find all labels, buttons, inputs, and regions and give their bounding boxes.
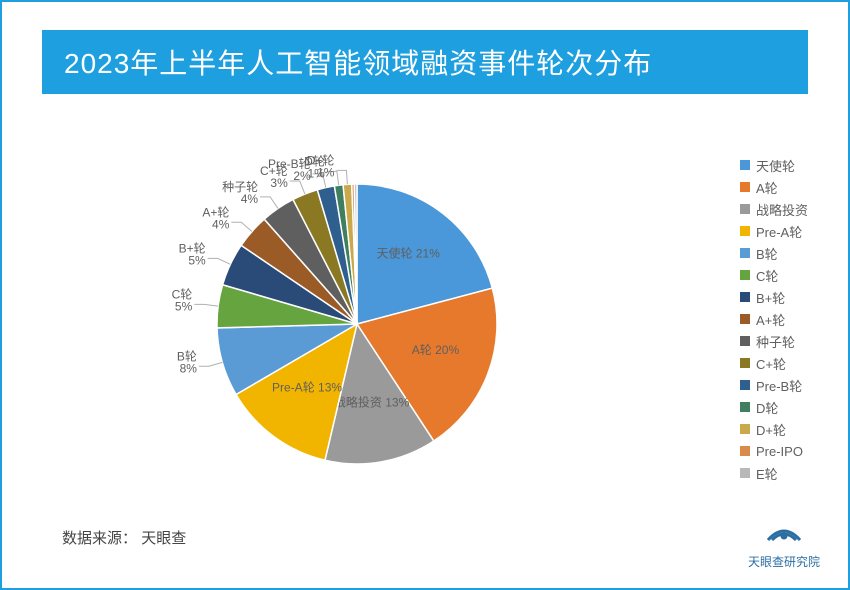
leader-line bbox=[290, 181, 305, 194]
leader-line bbox=[208, 258, 231, 264]
legend-label: 战略投资 bbox=[756, 200, 808, 219]
legend-label: E轮 bbox=[756, 464, 778, 483]
slice-label: B+轮5% bbox=[179, 241, 206, 267]
logo-text: 天眼查研究院 bbox=[748, 553, 820, 570]
leader-line bbox=[260, 197, 278, 209]
slice-label: A轮 20% bbox=[412, 343, 460, 357]
source-label: 数据来源： bbox=[62, 530, 137, 547]
slice-label: 种子轮4% bbox=[222, 180, 258, 206]
legend-item: 种子轮 bbox=[740, 330, 808, 352]
chart-area: 天使轮 21% A轮 20% 战略投资 13%Pre-A轮 13% B轮8% C轮5% B… bbox=[42, 114, 808, 514]
legend-item: C轮 bbox=[740, 264, 808, 286]
legend-swatch bbox=[740, 402, 750, 412]
legend-item: Pre-B轮 bbox=[740, 374, 808, 396]
leader-line bbox=[194, 304, 218, 306]
legend-swatch bbox=[740, 182, 750, 192]
slice-label: A+轮4% bbox=[202, 205, 229, 231]
legend-swatch bbox=[740, 336, 750, 346]
legend-item: Pre-IPO bbox=[740, 440, 808, 462]
legend-item: 战略投资 bbox=[740, 198, 808, 220]
legend-label: Pre-A轮 bbox=[756, 222, 802, 241]
legend: 天使轮 A轮战略投资 Pre-A轮 B轮 C轮 B+轮 A+轮种子轮 C+轮 Pre-B轮 D轮 D… bbox=[740, 154, 808, 484]
legend-label: C轮 bbox=[756, 266, 778, 285]
legend-label: C+轮 bbox=[756, 354, 786, 373]
slice-label: 天使轮 21% bbox=[377, 245, 441, 260]
slice-label: C轮5% bbox=[172, 287, 193, 313]
legend-item: B+轮 bbox=[740, 286, 808, 308]
legend-swatch bbox=[740, 270, 750, 280]
brand-logo: 天眼查研究院 bbox=[748, 518, 820, 570]
legend-item: 天使轮 bbox=[740, 154, 808, 176]
legend-swatch bbox=[740, 160, 750, 170]
legend-label: D+轮 bbox=[756, 420, 786, 439]
legend-label: Pre-B轮 bbox=[756, 376, 802, 395]
legend-swatch bbox=[740, 226, 750, 236]
slice-label: 战略投资 13% bbox=[334, 395, 410, 410]
legend-label: 种子轮 bbox=[756, 332, 795, 351]
leader-line bbox=[231, 222, 252, 231]
legend-item: D轮 bbox=[740, 396, 808, 418]
legend-label: Pre-IPO bbox=[756, 444, 803, 459]
slice-label: Pre-A轮 13% bbox=[272, 381, 342, 395]
chart-title-banner: 2023年上半年人工智能领域融资事件轮次分布 bbox=[42, 30, 808, 94]
legend-swatch bbox=[740, 380, 750, 390]
legend-swatch bbox=[740, 446, 750, 456]
legend-item: A轮 bbox=[740, 176, 808, 198]
leader-line bbox=[199, 362, 222, 366]
legend-item: D+轮 bbox=[740, 418, 808, 440]
legend-item: A+轮 bbox=[740, 308, 808, 330]
legend-swatch bbox=[740, 204, 750, 214]
data-source: 数据来源： 天眼查 bbox=[62, 527, 186, 548]
legend-swatch bbox=[740, 424, 750, 434]
pie-chart: 天使轮 21% A轮 20% 战略投资 13%Pre-A轮 13% B轮8% C轮5% B… bbox=[122, 134, 602, 514]
logo-icon bbox=[764, 518, 804, 546]
legend-label: A+轮 bbox=[756, 310, 785, 329]
legend-swatch bbox=[740, 358, 750, 368]
chart-title: 2023年上半年人工智能领域融资事件轮次分布 bbox=[64, 48, 652, 79]
legend-item: C+轮 bbox=[740, 352, 808, 374]
legend-swatch bbox=[740, 292, 750, 302]
legend-item: Pre-A轮 bbox=[740, 220, 808, 242]
legend-item: B轮 bbox=[740, 242, 808, 264]
legend-swatch bbox=[740, 248, 750, 258]
legend-label: B+轮 bbox=[756, 288, 785, 307]
legend-swatch bbox=[740, 468, 750, 478]
source-value: 天眼查 bbox=[141, 530, 186, 547]
legend-item: E轮 bbox=[740, 462, 808, 484]
legend-label: 天使轮 bbox=[756, 156, 795, 175]
legend-label: B轮 bbox=[756, 244, 778, 263]
legend-label: A轮 bbox=[756, 178, 778, 197]
slice-label: B轮8% bbox=[177, 349, 197, 375]
legend-label: D轮 bbox=[756, 398, 778, 417]
legend-swatch bbox=[740, 314, 750, 324]
